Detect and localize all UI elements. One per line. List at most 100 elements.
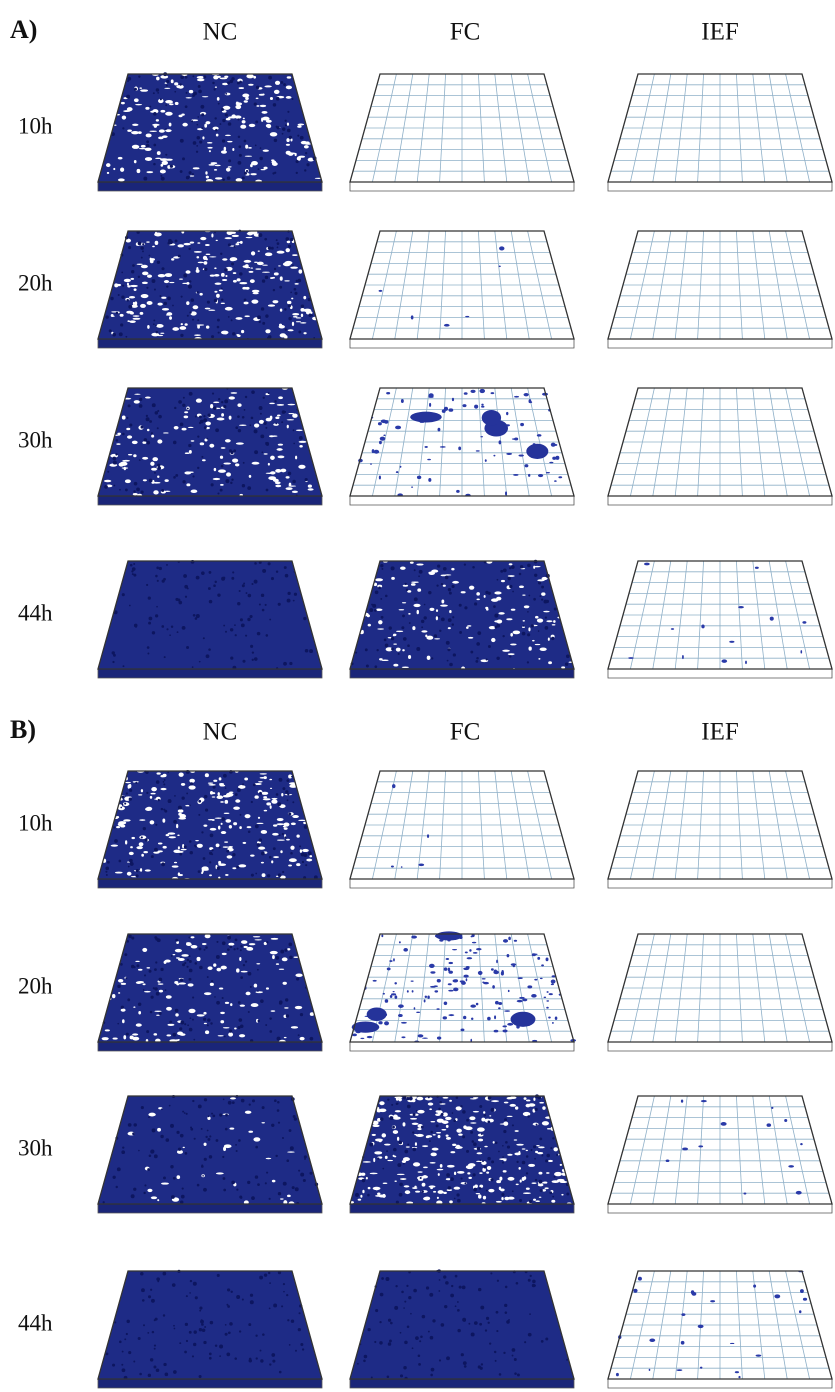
plate-edge [608, 1204, 832, 1213]
gap [169, 282, 174, 283]
gap [177, 1032, 183, 1036]
cell-texture [189, 805, 191, 807]
cell-cluster [458, 447, 461, 451]
cell-texture [209, 600, 213, 604]
gap [412, 626, 415, 630]
gap [233, 280, 237, 283]
cell-texture [197, 1184, 200, 1187]
gap [243, 118, 245, 120]
gap [177, 834, 180, 836]
gap [233, 272, 237, 274]
cell-texture [259, 157, 262, 160]
gap [139, 842, 144, 846]
cell-cluster [756, 1354, 762, 1356]
plate-edge [608, 1379, 832, 1388]
cell-texture [238, 429, 241, 432]
gap [362, 1190, 364, 1193]
gap [262, 873, 266, 877]
gap [139, 148, 146, 150]
cell-texture [379, 1341, 382, 1344]
plate-edge [350, 669, 574, 678]
gap [466, 1165, 473, 1169]
cell-texture [545, 1159, 548, 1162]
cell-texture [122, 593, 125, 596]
gap [440, 1164, 443, 1168]
cell-texture [175, 474, 178, 477]
cell-texture [462, 1135, 465, 1138]
cell-texture [255, 1146, 258, 1149]
cell-texture [178, 400, 182, 404]
cell-texture [228, 316, 230, 318]
gap [208, 966, 213, 970]
cell-texture [266, 1172, 268, 1174]
gap [150, 793, 155, 795]
cell-texture [194, 962, 197, 965]
gap [287, 301, 291, 304]
cell-texture [248, 830, 251, 833]
gap [283, 982, 287, 985]
gap [147, 301, 153, 305]
cell-texture [186, 1295, 188, 1297]
cell-texture [174, 1328, 176, 1330]
gap [158, 136, 164, 139]
gap [397, 1174, 405, 1175]
gap [470, 1122, 476, 1123]
cell-texture [234, 624, 236, 626]
cell-texture [172, 1033, 176, 1037]
gap [155, 241, 159, 245]
cell-texture [497, 579, 499, 581]
gap [434, 638, 440, 639]
cell-texture [450, 1294, 454, 1298]
cell-texture [473, 1188, 477, 1192]
gap [147, 429, 150, 432]
gap [128, 454, 132, 456]
gap [287, 948, 290, 950]
cell-texture [179, 1027, 182, 1030]
cell-texture [536, 1124, 538, 1126]
gap [240, 125, 246, 129]
cell-texture [287, 799, 289, 801]
cell-texture [271, 1124, 274, 1127]
gap [300, 322, 306, 323]
cell-texture [214, 299, 217, 302]
gap [287, 1151, 295, 1152]
cell-texture [233, 948, 235, 950]
cell-texture [266, 634, 269, 637]
gap [522, 594, 525, 595]
plate-edge [98, 879, 322, 888]
cell-texture [154, 968, 157, 971]
gap [113, 168, 115, 170]
cell-texture [129, 797, 132, 800]
cell-texture [159, 1012, 162, 1015]
cell-texture [269, 1017, 271, 1019]
cell-texture [285, 328, 287, 330]
cell-texture [197, 116, 199, 118]
gap [438, 1173, 440, 1176]
gap [150, 462, 154, 466]
cell-texture [261, 307, 264, 310]
gap [221, 150, 227, 153]
cell-texture [184, 1023, 186, 1025]
cell-texture [445, 576, 449, 580]
cell-texture [488, 1322, 490, 1324]
cell-texture [155, 961, 157, 963]
cell-texture [165, 154, 167, 156]
cell-texture [120, 323, 123, 326]
cell-texture [204, 268, 207, 271]
cell-texture [464, 1365, 467, 1368]
cell-texture [186, 966, 188, 968]
gap [443, 585, 446, 587]
cell-texture [195, 416, 197, 418]
cell-texture [225, 631, 227, 633]
gap [122, 115, 126, 119]
gap [446, 1135, 449, 1137]
cell-texture [380, 598, 382, 600]
gap [204, 992, 211, 995]
gap [172, 954, 175, 955]
gap [368, 1187, 371, 1189]
cell-texture [122, 796, 125, 799]
gap [194, 251, 202, 253]
cell-texture [234, 1357, 237, 1360]
cell-texture [205, 1136, 207, 1138]
cell-texture [247, 618, 250, 621]
